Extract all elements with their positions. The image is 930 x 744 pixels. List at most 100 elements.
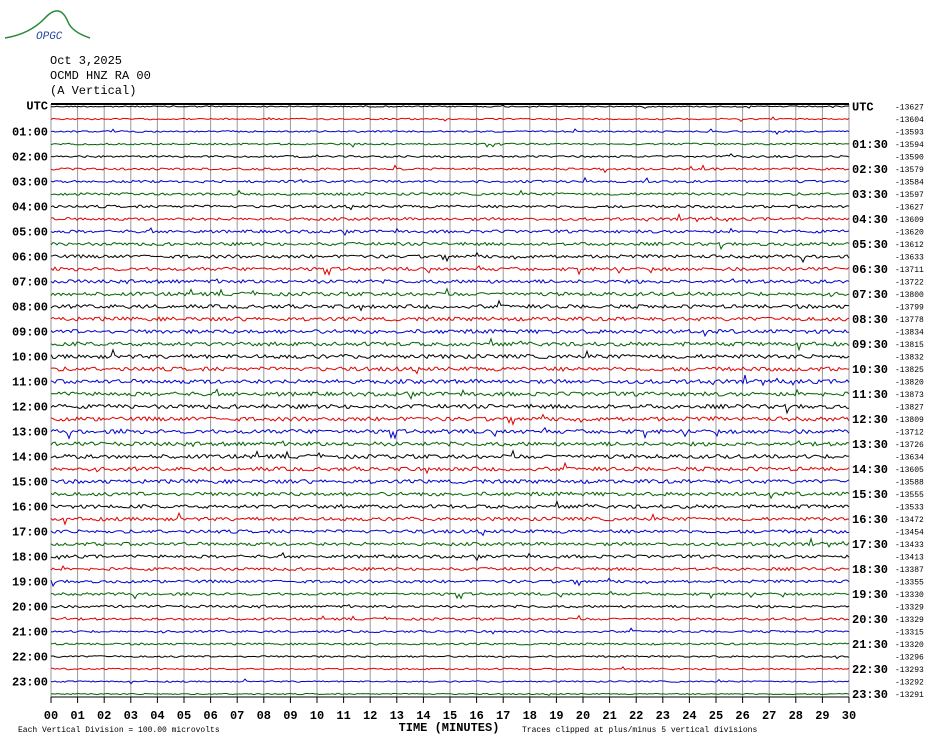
trace [50,403,850,415]
trace [50,337,850,352]
right-time-label: 23:30 [852,688,888,702]
trace [50,388,850,400]
left-time-label: UTC [26,100,48,114]
offset-label: -13293 [895,666,924,675]
trace [50,374,850,387]
trace [50,227,850,237]
offset-label: -13579 [895,166,924,175]
left-time-label: 20:00 [12,601,48,615]
trace [50,265,850,277]
right-time-label: 01:30 [852,138,888,152]
left-time-label: 07:00 [12,276,48,290]
x-axis-label: TIME (MINUTES) [399,721,500,735]
offset-label: -13320 [895,641,924,650]
right-time-label: 18:30 [852,563,888,577]
trace [50,426,850,440]
offset-label: -13825 [895,366,924,375]
x-tick-label: 03 [124,709,138,723]
right-time-label: UTC [852,101,874,115]
offset-label: -13533 [895,504,924,513]
x-tick-label: 14 [416,709,430,723]
right-time-label: 16:30 [852,513,888,527]
x-tick-label: 16 [469,709,483,723]
trace [50,536,850,548]
offset-label: -13834 [895,329,924,338]
left-time-label: 08:00 [12,301,48,315]
trace [50,440,850,448]
offset-label: -13778 [895,316,924,325]
left-time-label: 17:00 [12,526,48,540]
x-tick-label: 06 [203,709,217,723]
x-tick-label: 27 [762,709,776,723]
trace [50,529,850,537]
x-tick-label: 15 [443,709,457,723]
offset-label: -13809 [895,416,924,425]
x-tick-label: 30 [842,709,856,723]
offset-label: -13594 [895,141,924,150]
trace [50,316,850,322]
x-tick-label: 22 [629,709,643,723]
right-time-label: 09:30 [852,338,888,352]
x-tick-label: 10 [310,709,324,723]
right-time-label: 12:30 [852,413,888,427]
offset-label: -13711 [895,266,924,275]
offset-label: -13800 [895,291,924,300]
offset-label: -13355 [895,579,924,588]
offset-label: -13712 [895,429,924,438]
trace [50,348,850,360]
trace [50,153,850,159]
offset-label: -13609 [895,216,924,225]
x-tick-label: 17 [496,709,510,723]
x-tick-label: 13 [390,709,404,723]
x-tick-label: 26 [735,709,749,723]
left-time-label: 02:00 [12,151,48,165]
x-tick-label: 28 [789,709,803,723]
trace [50,551,850,562]
right-time-label: 04:30 [852,213,888,227]
offset-label: -13555 [895,491,924,500]
x-tick-label: 23 [656,709,670,723]
offset-label: -13627 [895,104,924,113]
left-time-label: 10:00 [12,351,48,365]
trace [50,449,850,460]
x-tick-label: 20 [576,709,590,723]
trace [50,491,850,500]
offset-label: -13590 [895,154,924,163]
trace [50,204,850,211]
left-time-label: 05:00 [12,226,48,240]
logo: OPGC [4,10,91,43]
trace [50,328,849,338]
offset-label: -13627 [895,204,924,213]
trace [50,614,850,621]
scale-note: Each Vertical Division = 100.00 microvol… [18,726,220,735]
x-tick-label: 01 [70,709,84,723]
x-tick-label: 29 [815,709,829,723]
trace [51,104,850,109]
offset-label: -13330 [895,591,924,600]
offset-label: -13726 [895,441,924,450]
left-time-label: 22:00 [12,651,48,665]
trace [51,590,850,600]
offset-label: -13827 [895,404,924,413]
x-tick-label: 24 [682,709,696,723]
x-tick-label: 09 [283,709,297,723]
date: Oct 3,2025 [50,54,122,68]
x-tick-label: 08 [257,709,271,723]
x-tick-label: 25 [709,709,723,723]
left-time-label: 06:00 [12,251,48,265]
offset-label: -13296 [895,654,924,663]
offset-label: -13597 [895,191,924,200]
right-time-label: 15:30 [852,488,888,502]
x-tick-label: 11 [336,709,350,723]
trace [50,176,850,184]
trace [50,604,850,609]
logo-text: OPGC [36,31,63,43]
trace [50,189,850,196]
trace [50,511,850,526]
right-time-label: 02:30 [852,163,888,177]
trace [50,128,850,135]
trace [50,461,850,475]
right-time-label: 05:30 [852,238,888,252]
trace [50,666,850,671]
right-time-label: 19:30 [852,588,888,602]
